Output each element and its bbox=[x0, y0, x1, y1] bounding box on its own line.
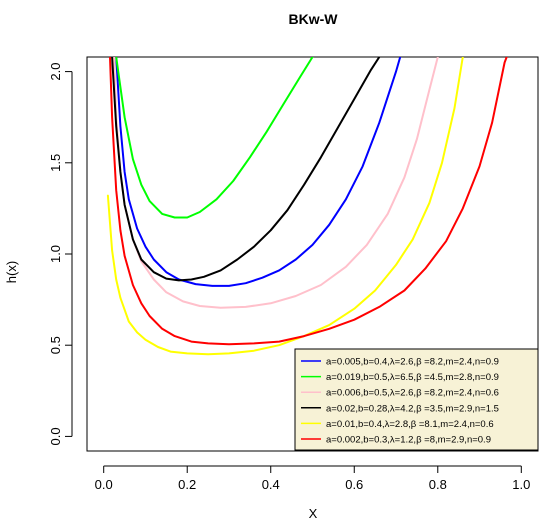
x-tick-label: 1.0 bbox=[512, 477, 530, 492]
x-tick-label: 0.0 bbox=[95, 477, 113, 492]
y-tick-label: 1.0 bbox=[48, 245, 63, 263]
y-tick-label: 1.5 bbox=[48, 154, 63, 172]
series-lines bbox=[106, 57, 508, 356]
legend-label: a=0.006,b=0.5,λ=2.6,β =8.2,m=2.4,n=0.6 bbox=[326, 388, 499, 399]
legend-label: a=0.002,b=0.3,λ=1.2,β =8,m=2.9,n=0.9 bbox=[326, 435, 491, 446]
series-line bbox=[111, 57, 381, 282]
legend-label: a=0.01,b=0.4,λ=2.8,β =8.1,m=2.4,n=0.6 bbox=[326, 419, 494, 430]
y-axis-label: h(x) bbox=[4, 261, 19, 283]
x-tick-label: 0.8 bbox=[429, 477, 447, 492]
legend-label: a=0.019,b=0.5,λ=6.5,β =4.5,m=2.8,n=0.9 bbox=[326, 372, 499, 383]
series-line bbox=[109, 57, 508, 346]
y-tick-label: 2.0 bbox=[48, 63, 63, 81]
series-line bbox=[115, 57, 314, 219]
legend-label: a=0.02,b=0.28,λ=4.2,β =3.5,m=2.9,n=1.5 bbox=[326, 403, 499, 414]
y-tick-label: 0.5 bbox=[48, 336, 63, 354]
x-axis-label: X bbox=[309, 506, 318, 521]
x-tick-label: 0.2 bbox=[178, 477, 196, 492]
series-line bbox=[106, 57, 464, 356]
legend-box bbox=[294, 348, 539, 451]
y-tick-label: 0.0 bbox=[48, 427, 63, 445]
chart-title: BKw-W bbox=[289, 11, 339, 27]
legend-label: a=0.005,b=0.4,λ=2.6,β =8.2,m=2.4,n=0.9 bbox=[326, 357, 499, 368]
x-tick-label: 0.4 bbox=[262, 477, 280, 492]
plot-area: 0.0 0.2 0.4 0.6 0.8 1.0 0.0 0.5 1.0 1.5 2.0 a=0.005… bbox=[48, 56, 539, 492]
legend: a=0.005,b=0.4,λ=2.6,β =8.2,m=2.4,n=0.9 a=… bbox=[294, 348, 539, 451]
x-tick-label: 0.6 bbox=[345, 477, 363, 492]
series-line bbox=[115, 57, 402, 287]
